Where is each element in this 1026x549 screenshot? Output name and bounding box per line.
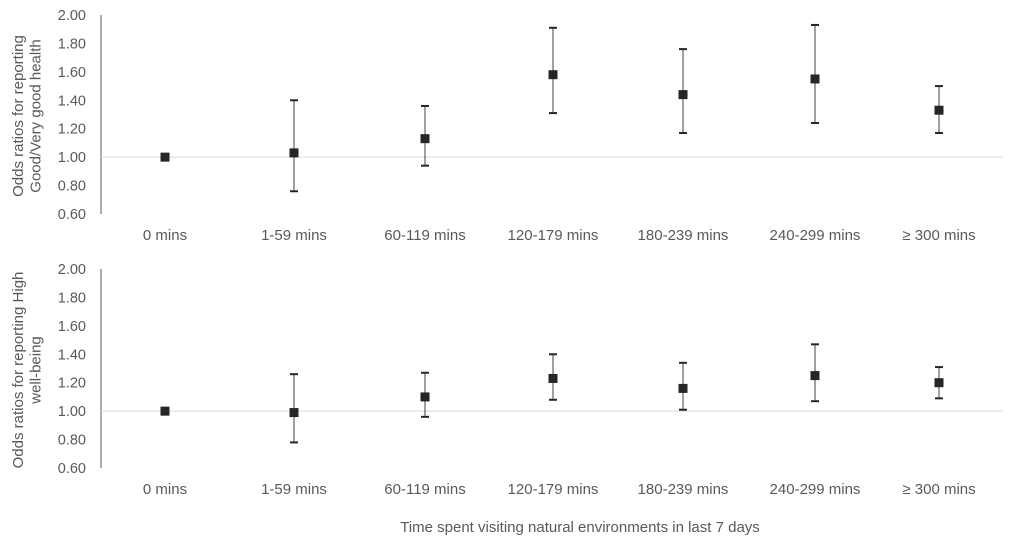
x-tick-label: 1-59 mins xyxy=(261,481,327,498)
y-tick-label: 0.60 xyxy=(58,207,86,223)
data-point xyxy=(934,378,944,388)
y-tick-label: 2.00 xyxy=(58,8,86,24)
y-tick-label: 1.80 xyxy=(58,290,86,306)
y-tick-label: 1.80 xyxy=(58,36,86,52)
y-axis-title-line: well-being xyxy=(27,336,44,405)
x-tick-label: 240-299 mins xyxy=(770,481,861,498)
data-point xyxy=(678,383,688,393)
data-point xyxy=(810,371,820,381)
y-axis-title-line: Odds ratios for reporting xyxy=(10,35,27,197)
panel-good-health: 0.60 0.80 1.00 1.20 1.40 1.60 1.80 2.00 Odds rat… xyxy=(10,8,1003,244)
panel-high-wellbeing: 0.60 0.80 1.00 1.20 1.40 1.60 1.80 2.00 Odds rat… xyxy=(10,262,1003,498)
x-tick-label: 0 mins xyxy=(143,227,187,244)
x-tick-label: 180-239 mins xyxy=(638,227,729,244)
data-point xyxy=(289,148,299,158)
y-axis-title-line: Odds ratios for reporting High xyxy=(10,272,27,469)
y-tick-label: 1.60 xyxy=(58,319,86,335)
data-point xyxy=(548,70,558,80)
x-tick-label: 60-119 mins xyxy=(384,481,465,498)
y-axis-title-line: Good/Very good health xyxy=(27,39,44,192)
y-tick-label: 1.40 xyxy=(58,347,86,363)
x-tick-label: 1-59 mins xyxy=(261,227,327,244)
y-tick-label: 1.40 xyxy=(58,93,86,109)
data-point xyxy=(160,406,170,416)
y-tick-label: 0.60 xyxy=(58,461,86,477)
y-tick-label: 1.00 xyxy=(58,150,86,166)
data-point xyxy=(160,152,170,162)
y-tick-label: 1.20 xyxy=(58,122,86,138)
x-tick-label: ≥ 300 mins xyxy=(902,227,975,244)
data-point xyxy=(420,392,430,402)
y-axis-title: Odds ratios for reporting Highwell-being xyxy=(10,272,44,469)
x-axis-title: Time spent visiting natural environments… xyxy=(400,519,760,536)
x-tick-label: 120-179 mins xyxy=(508,227,599,244)
x-tick-label: 120-179 mins xyxy=(508,481,599,498)
x-tick-label: 180-239 mins xyxy=(638,481,729,498)
data-point xyxy=(810,74,820,84)
y-axis-title: Odds ratios for reportingGood/Very good … xyxy=(10,35,44,197)
data-point xyxy=(548,373,558,383)
y-tick-label: 0.80 xyxy=(58,179,86,195)
data-point xyxy=(934,105,944,115)
data-point xyxy=(420,134,430,144)
x-tick-label: 60-119 mins xyxy=(384,227,465,244)
x-tick-label: ≥ 300 mins xyxy=(902,481,975,498)
data-point xyxy=(289,408,299,418)
y-tick-label: 1.20 xyxy=(58,376,86,392)
y-tick-label: 1.00 xyxy=(58,404,86,420)
data-point xyxy=(678,90,688,100)
y-tick-label: 2.00 xyxy=(58,262,86,278)
y-tick-label: 1.60 xyxy=(58,65,86,81)
x-tick-label: 0 mins xyxy=(143,481,187,498)
x-tick-label: 240-299 mins xyxy=(770,227,861,244)
y-tick-label: 0.80 xyxy=(58,433,86,449)
